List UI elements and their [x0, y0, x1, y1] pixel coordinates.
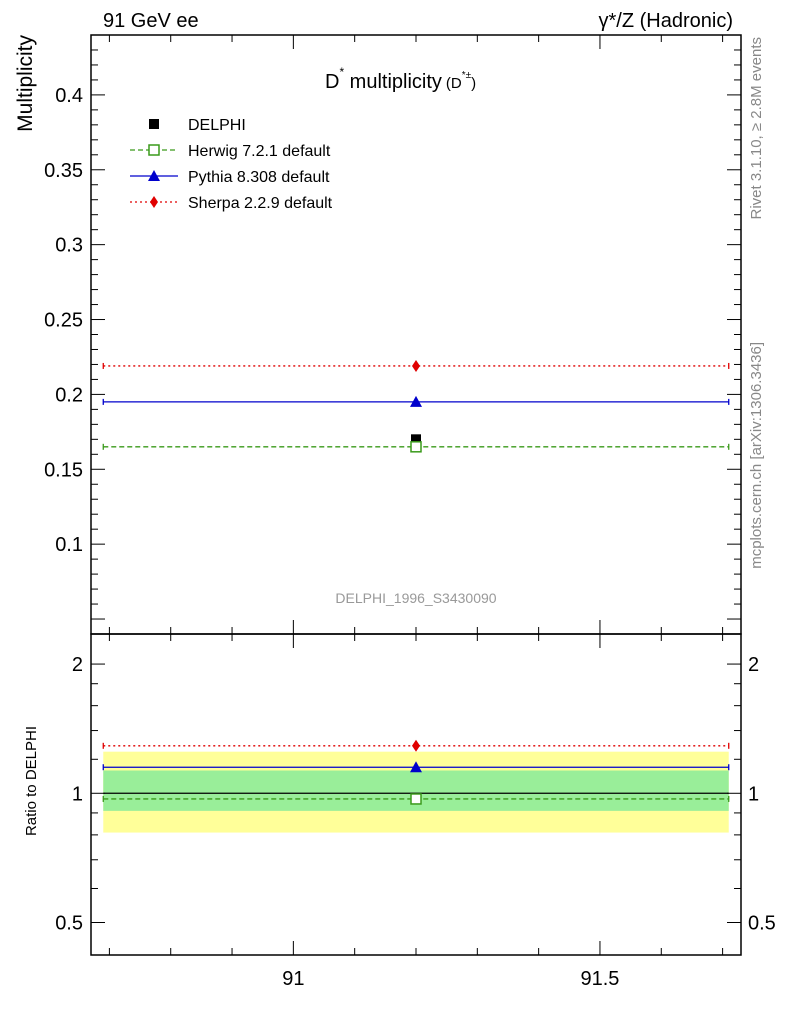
main-y-tick-label: 0.2: [55, 384, 83, 406]
ratio-y-tick-label: 1: [72, 783, 83, 805]
main-point-3: [412, 359, 420, 372]
main-point-2: [410, 395, 422, 407]
legend-label-1: Herwig 7.2.1 default: [188, 143, 331, 160]
main-point-0: [411, 434, 421, 445]
main-y-tick-label: 0.25: [44, 310, 83, 332]
rivet-version-label: Rivet 3.1.10, ≥ 2.8M events: [748, 37, 765, 220]
title-particle: (D: [446, 75, 462, 92]
legend-label-2: Pythia 8.308 default: [188, 169, 330, 186]
header-final-state-label: γ*/Z (Hadronic): [599, 10, 733, 32]
legend-marker-3: [150, 196, 158, 208]
legend-label-0: DELPHI: [188, 117, 246, 134]
ratio-y-tick-label-right: 0.5: [748, 912, 776, 934]
axes-layer: 0.1 0.15 0.2 0.25 0.3 0.35 0.4 91 91.5 0.5 0.5 1 1 2 2: [44, 34, 776, 990]
ratio-y-tick-label-right: 1: [748, 783, 759, 805]
main-y-tick-label: 0.15: [44, 459, 83, 481]
title-text: multiplicity: [344, 71, 442, 93]
ratio-series-layer: [102, 739, 730, 805]
ratio-band-1: [103, 770, 729, 811]
x-tick-label: 91: [282, 968, 304, 990]
ratio-y-tick-label: 0.5: [55, 912, 83, 934]
legend-marker-2: [148, 170, 160, 181]
analysis-watermark: DELPHI_1996_S3430090: [335, 590, 496, 606]
title-superscript: *: [339, 65, 344, 79]
title-main: D: [325, 71, 339, 93]
main-y-tick-label: 0.1: [55, 534, 83, 556]
x-tick-label: 91.5: [580, 968, 619, 990]
ratio-point-0: [410, 793, 422, 805]
header-process-label: 91 GeV ee: [103, 10, 199, 32]
main-y-tick-label: 0.35: [44, 160, 83, 182]
ratio-y-axis-label: Ratio to DELPHI: [23, 726, 40, 836]
legend-marker-1: [148, 144, 160, 156]
plot-title: D* multiplicity (D*±): [325, 65, 476, 93]
legend-label-3: Sherpa 2.2.9 default: [188, 195, 333, 212]
ratio-y-tick-label-right: 2: [748, 654, 759, 676]
ratio-point-1: [410, 761, 422, 773]
title-particle-close: ): [471, 75, 476, 92]
legend-marker-0: [149, 119, 159, 129]
main-y-tick-label: 0.3: [55, 235, 83, 257]
legend: DELPHI Herwig 7.2.1 default Pythia 8.308 d…: [130, 117, 333, 212]
main-y-tick-label: 0.4: [55, 85, 83, 107]
ratio-y-tick-label: 2: [72, 654, 83, 676]
main-y-axis-label: Multiplicity: [14, 35, 37, 132]
main-series-layer: [102, 359, 730, 453]
source-label: mcplots.cern.ch [arXiv:1306.3436]: [748, 342, 765, 569]
ratio-point-2: [412, 739, 420, 752]
main-point-1: [410, 441, 422, 453]
title-particle-superscript: *±: [462, 70, 472, 81]
